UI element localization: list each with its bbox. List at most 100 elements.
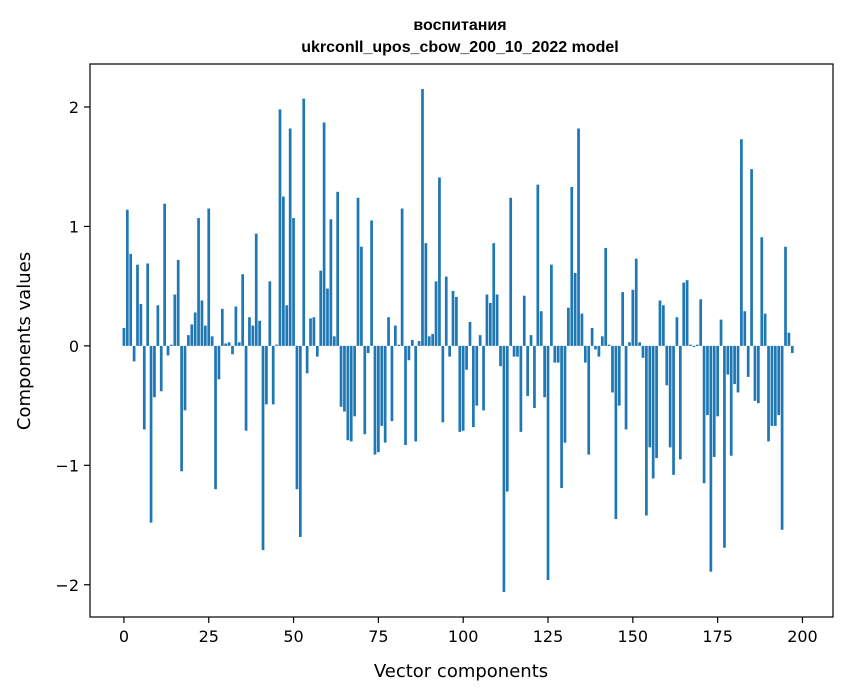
bar-22 [197, 218, 200, 346]
bar-45 [275, 344, 278, 346]
bar-70 [360, 246, 363, 346]
bar-170 [699, 299, 703, 346]
y-axis-label: Components values [14, 252, 35, 430]
bar-53 [302, 98, 306, 346]
bar-165 [682, 282, 686, 346]
bar-111 [499, 345, 502, 367]
bar-113 [505, 345, 509, 492]
bar-26 [210, 336, 214, 346]
bar-196 [787, 332, 791, 346]
bar-188 [760, 237, 764, 346]
chart-subtitle: ukrconll_upos_cbow_200_10_2022 model [301, 39, 618, 56]
bar-152 [638, 342, 641, 346]
bar-133 [573, 273, 577, 346]
bar-31 [227, 342, 231, 346]
bar-8 [149, 345, 153, 523]
bar-39 [254, 233, 258, 346]
bar-115 [512, 345, 516, 357]
bar-16 [176, 259, 180, 346]
bar-108 [488, 302, 492, 346]
bar-192 [773, 345, 777, 426]
chart-title: воспитания [413, 17, 506, 34]
bar-19 [187, 335, 190, 346]
bar-173 [709, 345, 713, 572]
bar-195 [784, 246, 787, 346]
bar-20 [190, 324, 194, 346]
bar-174 [712, 345, 716, 457]
bar-7 [146, 263, 150, 346]
bar-143 [607, 344, 611, 346]
bar-128 [556, 345, 560, 363]
bar-110 [495, 294, 499, 346]
bar-42 [265, 345, 268, 405]
bar-193 [777, 345, 781, 416]
y-axis-ticks: −2 −1 0 1 2 [55, 98, 90, 595]
bar-197 [790, 345, 794, 354]
bar-148 [624, 345, 628, 430]
bar-91 [431, 333, 435, 346]
bar-179 [729, 345, 733, 456]
bar-32 [231, 345, 234, 355]
bar-2 [129, 253, 133, 346]
bar-98 [455, 296, 458, 346]
bar-172 [706, 345, 709, 416]
bar-138 [590, 327, 594, 346]
bar-101 [465, 345, 468, 370]
bar-153 [641, 345, 645, 358]
bar-157 [655, 345, 658, 459]
bar-57 [315, 345, 319, 357]
bar-41 [261, 345, 265, 551]
bar-58 [319, 270, 323, 346]
bar-155 [648, 345, 652, 448]
bar-78 [387, 317, 390, 346]
bar-75 [377, 345, 380, 453]
bar-156 [651, 345, 655, 479]
bar-73 [370, 220, 373, 346]
bar-81 [397, 344, 401, 346]
bar-121 [533, 345, 536, 408]
bar-89 [424, 243, 428, 346]
bar-64 [339, 345, 343, 407]
bar-88 [421, 89, 424, 346]
x-tick-label: 50 [283, 627, 303, 646]
bar-169 [695, 344, 699, 346]
bar-180 [733, 345, 736, 385]
bar-68 [353, 345, 356, 417]
bar-139 [594, 345, 597, 350]
bar-134 [577, 128, 580, 346]
bar-83 [404, 345, 407, 445]
bar-178 [726, 345, 730, 375]
bar-146 [617, 345, 621, 406]
bar-131 [567, 307, 570, 346]
bar-120 [529, 335, 533, 346]
bar-90 [427, 336, 431, 346]
bar-11 [159, 345, 163, 392]
bar-3 [132, 345, 136, 362]
bars-group [122, 89, 794, 592]
bar-122 [536, 184, 540, 346]
bar-50 [292, 218, 295, 346]
bar-106 [482, 345, 485, 411]
bar-74 [373, 345, 377, 455]
x-tick-label: 175 [702, 627, 733, 646]
bar-1 [125, 209, 129, 346]
bar-184 [746, 345, 750, 377]
bar-159 [662, 305, 665, 346]
x-tick-label: 100 [448, 627, 479, 646]
bar-127 [553, 345, 557, 363]
bar-36 [244, 345, 248, 431]
bar-12 [163, 203, 166, 346]
bar-94 [441, 345, 445, 423]
bar-28 [217, 345, 221, 380]
bar-46 [278, 109, 282, 346]
bar-29 [220, 308, 224, 346]
bar-10 [156, 305, 160, 346]
bar-17 [180, 345, 183, 472]
bar-129 [560, 345, 563, 488]
bar-21 [193, 312, 197, 346]
bar-34 [237, 342, 241, 346]
bar-96 [448, 345, 451, 357]
y-tick-label: 2 [69, 98, 79, 117]
bar-189 [763, 313, 767, 346]
bar-160 [665, 345, 669, 386]
